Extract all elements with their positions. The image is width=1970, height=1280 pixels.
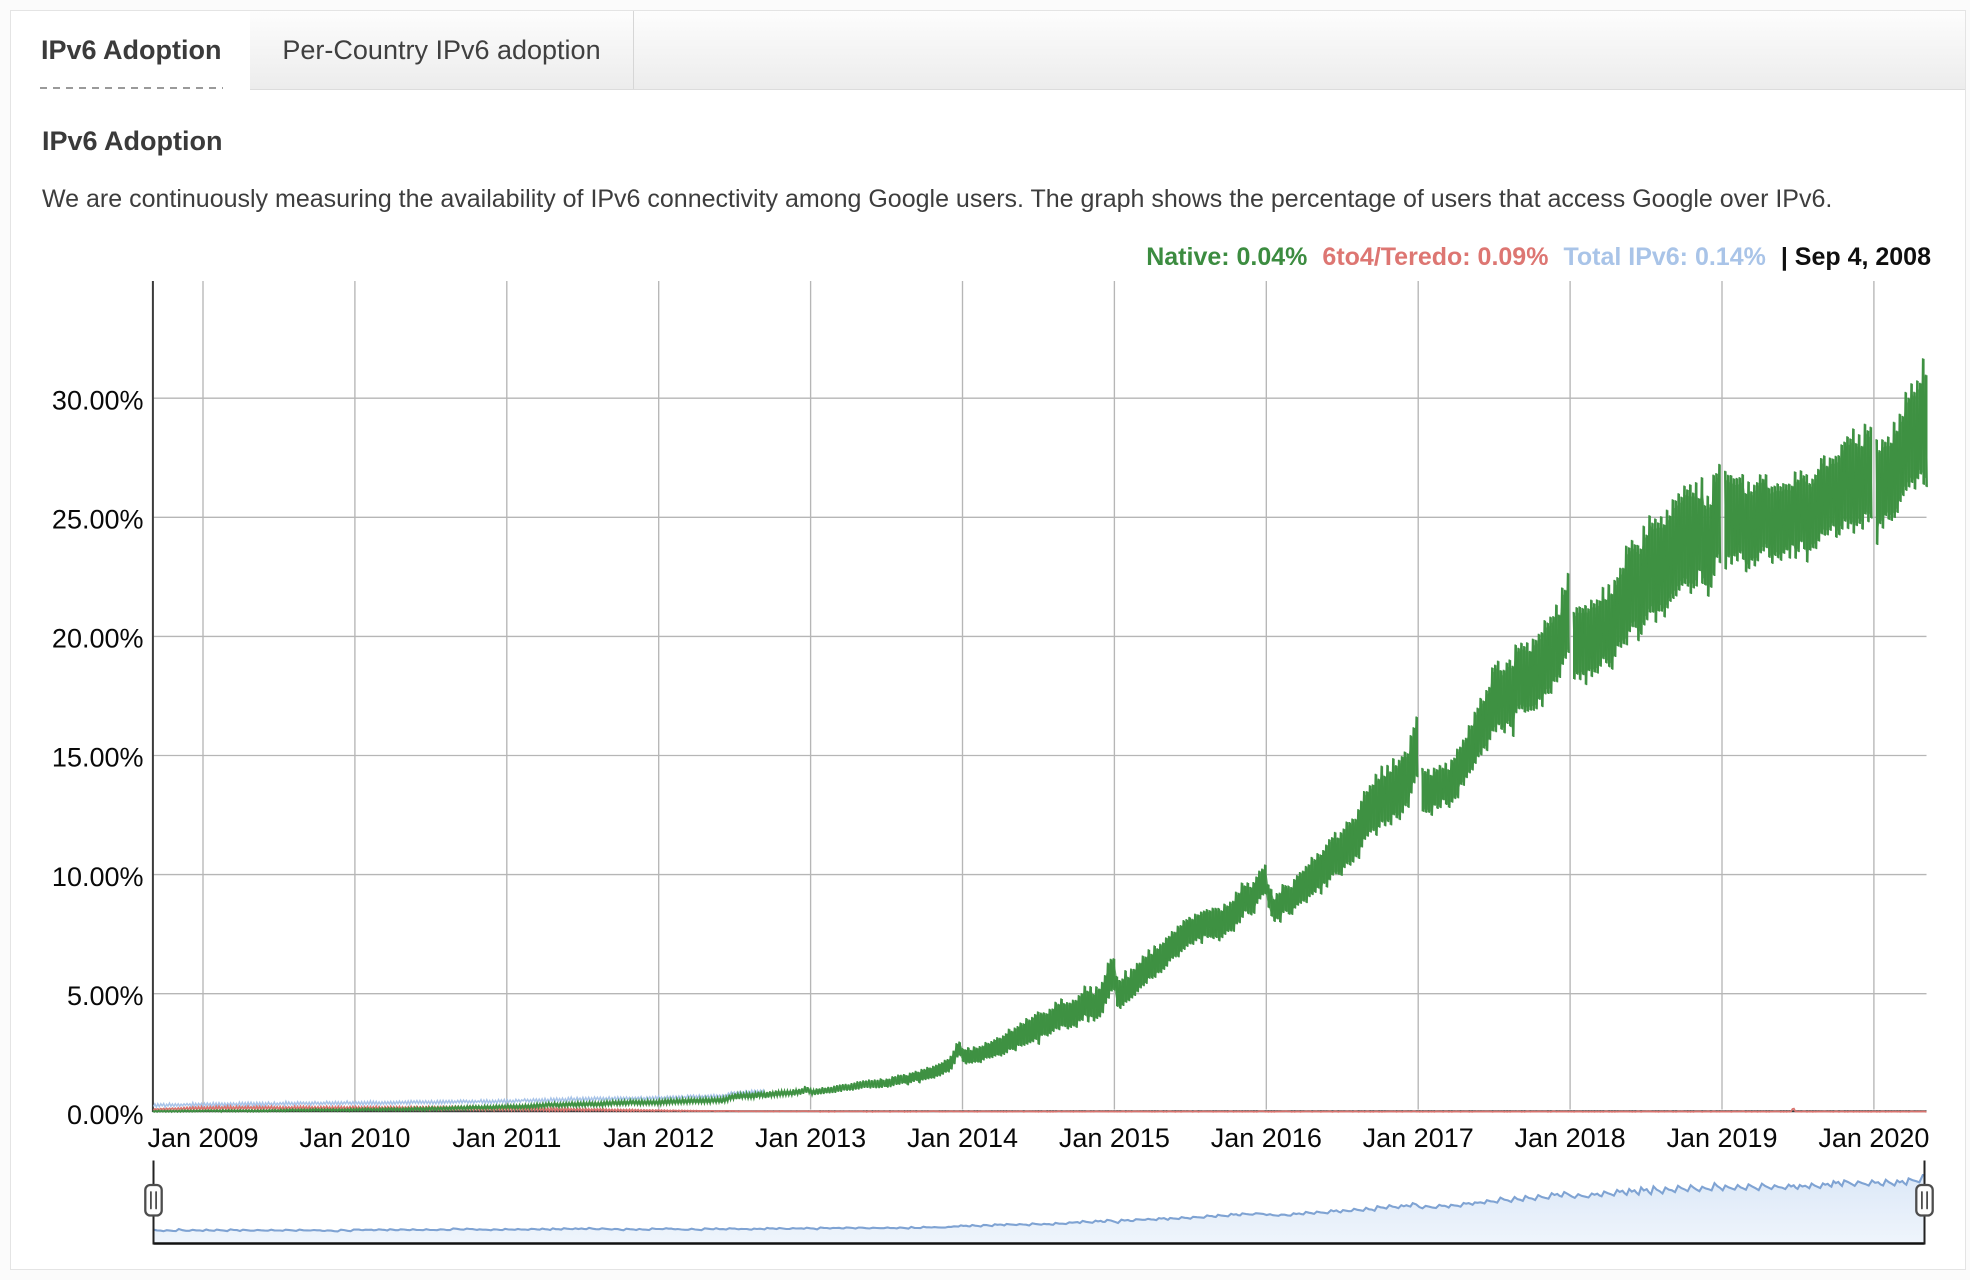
svg-text:5.00%: 5.00% [67, 981, 144, 1011]
svg-text:Jan 2014: Jan 2014 [907, 1123, 1018, 1153]
svg-text:Jan 2018: Jan 2018 [1515, 1123, 1626, 1153]
svg-text:25.00%: 25.00% [52, 505, 144, 535]
svg-text:Jan 2013: Jan 2013 [755, 1123, 866, 1153]
svg-text:Jan 2017: Jan 2017 [1363, 1123, 1474, 1153]
svg-text:Jan 2019: Jan 2019 [1666, 1123, 1777, 1153]
svg-text:Jan 2016: Jan 2016 [1211, 1123, 1322, 1153]
svg-text:Jan 2020: Jan 2020 [1818, 1123, 1929, 1153]
svg-text:0.00%: 0.00% [67, 1100, 144, 1130]
svg-text:30.00%: 30.00% [52, 385, 144, 415]
svg-text:Jan 2012: Jan 2012 [603, 1123, 714, 1153]
svg-text:10.00%: 10.00% [52, 862, 144, 892]
svg-text:Jan 2015: Jan 2015 [1059, 1123, 1170, 1153]
svg-text:Jan 2009: Jan 2009 [147, 1123, 258, 1153]
svg-text:20.00%: 20.00% [52, 624, 144, 654]
svg-text:15.00%: 15.00% [52, 743, 144, 773]
svg-text:Jan 2011: Jan 2011 [452, 1123, 561, 1153]
svg-text:Jan 2010: Jan 2010 [299, 1123, 410, 1153]
